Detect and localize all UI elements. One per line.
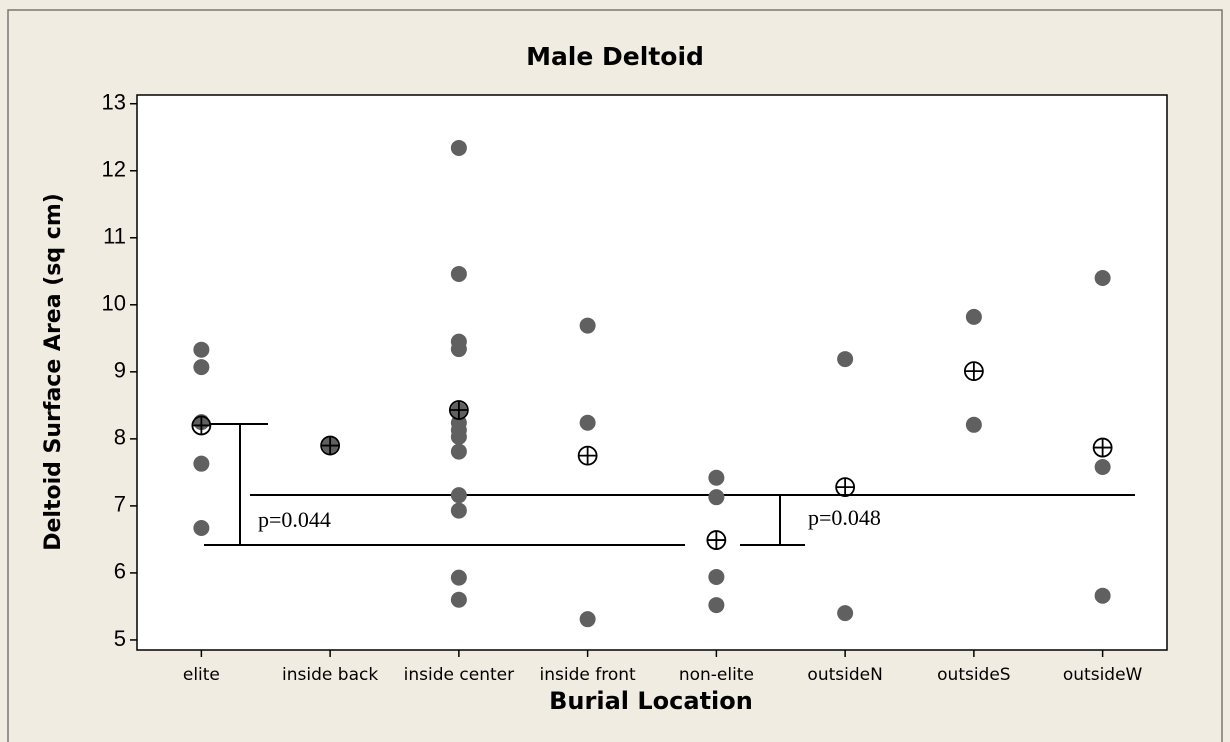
- chart-title: Male Deltoid: [526, 42, 704, 71]
- data-point: [450, 428, 467, 445]
- data-point: [965, 416, 982, 433]
- data-point: [1094, 269, 1111, 286]
- data-point: [708, 597, 725, 614]
- data-point: [450, 569, 467, 586]
- data-point: [837, 605, 854, 622]
- x-tick-label: elite: [183, 665, 220, 685]
- mean-marker: [706, 530, 727, 550]
- data-point: [579, 611, 596, 628]
- annotation: p=0.044: [258, 507, 331, 532]
- data-point: [193, 520, 210, 537]
- x-tick-label: outsideW: [1063, 665, 1143, 685]
- x-tick-label: outsideN: [807, 665, 882, 685]
- data-point: [450, 487, 467, 504]
- y-tick-label: 11: [103, 224, 126, 249]
- mean-marker: [1092, 437, 1113, 458]
- data-point: [193, 359, 210, 376]
- data-point: [837, 351, 854, 368]
- mean-marker: [577, 445, 598, 466]
- y-tick-label: 6: [114, 559, 126, 584]
- mean-marker: [191, 415, 212, 436]
- mean-marker: [448, 400, 469, 420]
- plot-area: [136, 94, 1168, 651]
- mean-marker: [320, 435, 341, 456]
- x-axis-label: Burial Location: [549, 687, 753, 715]
- y-tick-label: 12: [102, 157, 126, 182]
- data-point: [450, 265, 467, 282]
- y-tick-label: 5: [114, 626, 126, 651]
- data-point: [965, 308, 982, 325]
- data-point: [193, 455, 210, 472]
- y-tick-label: 13: [102, 90, 126, 115]
- x-tick-label: inside center: [404, 665, 514, 685]
- data-point: [450, 502, 467, 519]
- x-tick-label: inside back: [282, 665, 378, 685]
- data-point: [579, 317, 596, 334]
- y-tick-label: 7: [114, 492, 126, 517]
- annotation: p=0.048: [808, 505, 881, 530]
- data-point: [708, 568, 725, 585]
- data-point: [708, 469, 725, 486]
- data-point: [579, 414, 596, 431]
- data-point: [708, 489, 725, 506]
- x-tick-label: non-elite: [679, 665, 754, 685]
- data-point: [1094, 459, 1111, 476]
- data-point: [1094, 587, 1111, 604]
- data-point: [450, 591, 467, 608]
- x-tick-label: outsideS: [937, 665, 1010, 685]
- significance-brackets: [204, 423, 1135, 546]
- y-axis-label: Deltoid Surface Area (sq cm): [41, 193, 66, 551]
- mean-marker: [835, 477, 856, 498]
- data-point: [450, 341, 467, 358]
- mean-marker: [963, 361, 984, 382]
- y-tick-label: 8: [114, 425, 126, 450]
- x-tick-label: inside front: [540, 665, 637, 685]
- y-tick-label: 9: [114, 358, 126, 383]
- data-point: [193, 341, 210, 358]
- data-point: [450, 139, 467, 156]
- y-tick-label: 10: [102, 291, 126, 316]
- data-point: [450, 443, 467, 460]
